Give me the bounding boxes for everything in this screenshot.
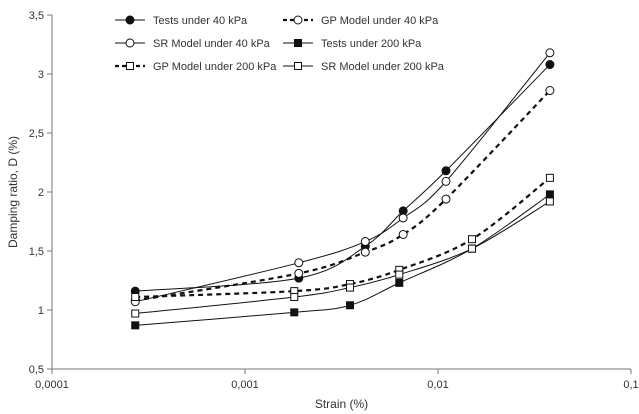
data-point (545, 60, 555, 70)
data-point (131, 321, 140, 330)
data-point (131, 309, 140, 318)
y-tick-label: 2 (38, 187, 44, 199)
x-tick-label: 0,01 (427, 379, 448, 391)
legend-marker (293, 15, 303, 25)
legend-marker (125, 38, 135, 48)
x-axis-label: Strain (%) (315, 397, 368, 411)
data-point (398, 213, 408, 223)
x-tick-label: 0,1 (623, 379, 638, 391)
legend-label: GP Model under 40 kPa (321, 15, 439, 27)
data-point (294, 268, 304, 278)
legend-item: GP Model under 40 kPa (283, 15, 439, 27)
data-point (467, 235, 476, 244)
data-point (545, 48, 555, 58)
series-tests-under-200-kpa (131, 190, 554, 330)
legend-item: Tests under 40 kPa (115, 15, 248, 27)
y-tick-label: 3,5 (29, 10, 44, 22)
y-tick-label: 1 (38, 305, 44, 317)
y-tick-label: 2,5 (29, 128, 44, 140)
x-ticks: 0,0001 0,001 0,01 0,1 (35, 369, 639, 391)
data-point (346, 283, 355, 292)
data-point (395, 270, 404, 279)
series-tests-under-40-kpa (130, 60, 555, 296)
legend: Tests under 40 kPa GP Model under 40 kPa S… (115, 15, 445, 73)
legend-label: SR Model under 40 kPa (153, 38, 271, 50)
series-line (135, 52, 551, 303)
series-sr-model-under-200-kpa (131, 197, 554, 318)
data-point (545, 86, 555, 96)
legend-label: Tests under 200 kPa (321, 38, 422, 50)
data-point (360, 237, 370, 247)
series-line (135, 64, 551, 292)
legend-marker (294, 62, 302, 70)
series-line (135, 176, 551, 299)
legend-marker (126, 62, 134, 70)
series-line (135, 89, 551, 302)
series-layer (130, 48, 555, 330)
series-sr-model-under-40-kpa (130, 48, 555, 307)
data-point (467, 244, 476, 253)
data-point (441, 194, 451, 204)
legend-label: GP Model under 200 kPa (153, 61, 277, 73)
x-tick-label: 0,0001 (35, 379, 69, 391)
legend-item: SR Model under 200 kPa (283, 61, 445, 73)
data-point (290, 308, 299, 317)
y-axis-label: Damping ratio, D (%) (6, 136, 20, 248)
y-tick-label: 1,5 (29, 246, 44, 258)
data-point (131, 293, 140, 302)
data-point (441, 166, 451, 176)
series-gp-model-under-40-kpa (130, 86, 555, 306)
legend-item: GP Model under 200 kPa (115, 61, 277, 73)
data-point (545, 197, 554, 206)
series-line (135, 201, 551, 315)
data-point (398, 229, 408, 239)
data-point (360, 247, 370, 257)
y-ticks: 0,5 1 1,5 2 2,5 3 3,5 (29, 10, 52, 376)
legend-label: Tests under 40 kPa (153, 15, 248, 27)
y-tick-label: 0,5 (29, 364, 44, 376)
x-tick-label: 0,001 (231, 379, 259, 391)
legend-item: SR Model under 40 kPa (115, 38, 271, 50)
data-point (441, 176, 451, 186)
data-point (395, 278, 404, 287)
data-point (545, 173, 554, 182)
legend-item: Tests under 200 kPa (283, 38, 422, 50)
data-point (290, 293, 299, 302)
data-point (294, 258, 304, 268)
legend-label: SR Model under 200 kPa (321, 61, 445, 73)
legend-marker (125, 15, 135, 25)
data-point (346, 301, 355, 310)
data-point (545, 190, 554, 199)
y-tick-label: 3 (38, 69, 44, 81)
series-line (135, 193, 551, 326)
legend-marker (294, 39, 302, 47)
